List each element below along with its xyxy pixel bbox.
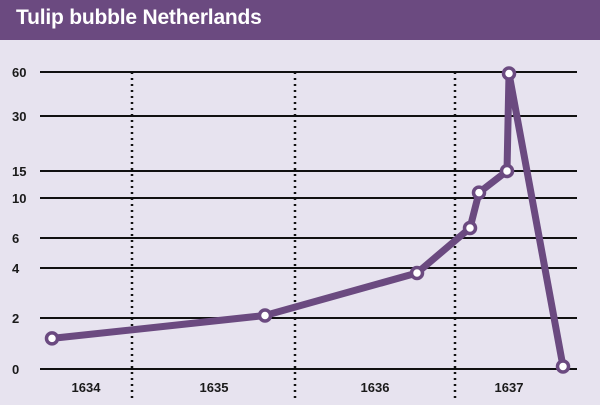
chart-title: Tulip bubble Netherlands [16, 6, 262, 29]
data-point-8 [555, 359, 571, 374]
y-tick-label-10: 10 [12, 191, 26, 206]
y-tick-label-6: 6 [12, 231, 19, 246]
data-point-4 [462, 220, 478, 236]
x-tick-label-1637: 1637 [495, 380, 524, 395]
data-point-6 [499, 163, 515, 179]
grid-lines [40, 71, 577, 370]
series-line [48, 70, 567, 370]
year-separators [130, 72, 457, 400]
data-point-2 [257, 308, 273, 323]
y-tick-label-30: 30 [12, 109, 26, 124]
series-points [44, 66, 571, 374]
y-tick-label-2: 2 [12, 311, 19, 326]
x-tick-label-1634: 1634 [72, 380, 102, 395]
y-tick-label-4: 4 [12, 261, 20, 276]
x-tick-label-1635: 1635 [200, 380, 229, 395]
data-point-3 [409, 265, 425, 281]
y-tick-label-15: 15 [12, 164, 26, 179]
x-tick-label-1636: 1636 [361, 380, 390, 395]
series-path [48, 70, 567, 370]
data-point-7 [501, 66, 517, 81]
title-bar: Tulip bubble Netherlands [0, 0, 600, 40]
data-point-5 [471, 185, 487, 200]
y-tick-label-0: 0 [12, 362, 19, 377]
data-point-1 [44, 331, 60, 346]
y-tick-labels: 0 2 4 6 10 15 30 60 [12, 65, 26, 377]
y-tick-label-60: 60 [12, 65, 26, 80]
x-tick-labels: 1634 1635 1636 1637 [72, 380, 524, 395]
